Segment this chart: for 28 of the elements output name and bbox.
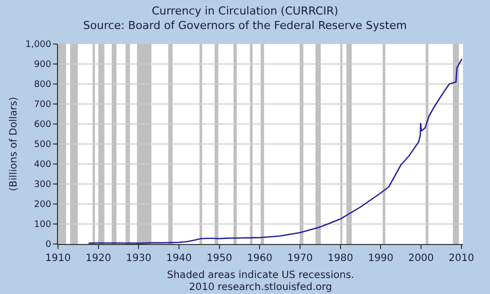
y-tick-label: 700 <box>34 100 52 110</box>
x-tick-label: 1910 <box>45 253 71 264</box>
x-tick-label: 1970 <box>287 253 313 264</box>
x-tick-label: 1920 <box>86 253 112 264</box>
x-tick-label: 1990 <box>368 253 394 264</box>
x-tick-label: 1950 <box>206 253 232 264</box>
y-tick-label: 200 <box>34 200 52 210</box>
y-tick-label: 100 <box>34 220 52 230</box>
y-tick-label: 0 <box>45 240 52 250</box>
y-axis-title: (Billions of Dollars) <box>8 96 20 192</box>
y-tick-label: 600 <box>34 120 52 130</box>
text: Shaded areas indicate US recessions. <box>167 270 354 281</box>
x-tick-label: 2000 <box>408 253 434 264</box>
y-tick-label: 400 <box>34 160 52 170</box>
y-tick-label: 300 <box>34 180 52 190</box>
text: 2010 research.stlouisfed.org <box>189 282 332 293</box>
x-tick-label: 1940 <box>166 253 192 264</box>
x-tick-label: 2010 <box>448 253 474 264</box>
y-tick-label: 1,000 <box>25 40 52 50</box>
chart-subtitle: Source: Board of Governors of the Federal Reserve System <box>83 19 407 32</box>
y-tick-label: 900 <box>34 60 52 70</box>
chart-title: Currency in Circulation (CURRCIR) <box>152 4 338 18</box>
x-tick-label: 1930 <box>126 253 152 264</box>
y-tick-label: 500 <box>34 140 52 150</box>
y-tick-label: 800 <box>34 80 52 90</box>
line-series <box>88 58 463 244</box>
x-tick-label: 1960 <box>246 253 272 264</box>
x-tick-label: 1980 <box>328 253 354 264</box>
